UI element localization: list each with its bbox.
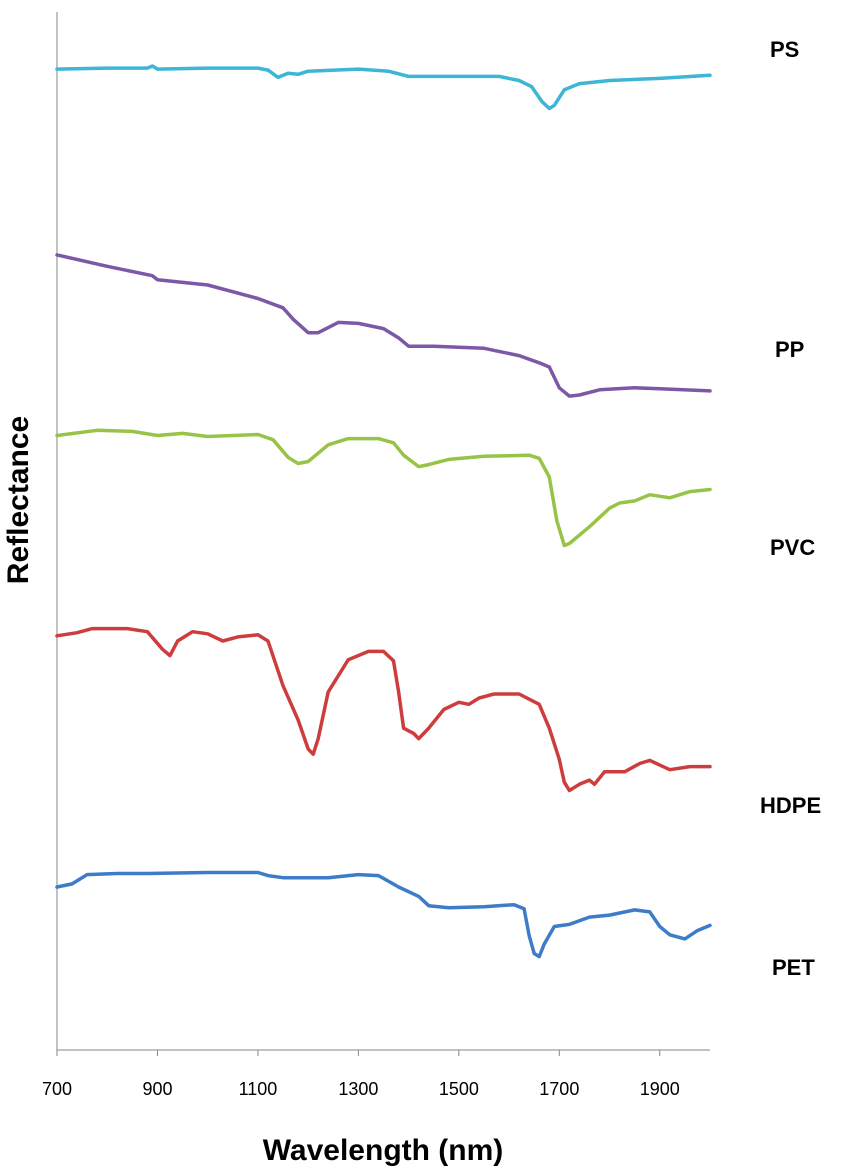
x-tick-label: 900 [142,1079,172,1099]
x-tick-label: 1700 [539,1079,579,1099]
x-axis-title: Wavelength (nm) [263,1134,504,1167]
series-labels: PS PP PVC HDPE PET [760,37,821,980]
x-ticks: 700 900 1100 1300 1500 1700 1900 [42,1050,680,1099]
series-line-pvc [55,428,712,548]
x-tick-label: 1300 [338,1079,378,1099]
series-line-pp [55,253,712,398]
x-tick-label: 1900 [640,1079,680,1099]
series-label-hdpe: HDPE [760,793,821,818]
series-label-pet: PET [772,955,815,980]
series-line-ps [55,64,712,111]
axes [56,12,710,1051]
x-tick-label: 700 [42,1079,72,1099]
series-line-pet [55,870,712,959]
series-label-pp: PP [775,337,804,362]
series-label-pvc: PVC [770,535,815,560]
series-line-hdpe [55,626,712,793]
x-tick-label: 1100 [239,1079,278,1099]
series-label-ps: PS [770,37,799,62]
x-tick-label: 1500 [439,1079,479,1099]
y-axis-title: Reflectance [2,416,35,584]
series-lines [55,64,712,959]
